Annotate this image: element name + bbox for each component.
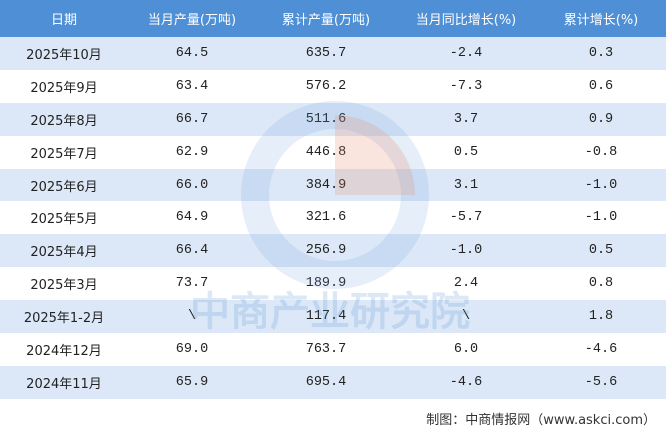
table-cell: 384.9 [256, 168, 396, 202]
table-row: 2025年8月 66.7 511.6 3.7 0.9 [0, 102, 666, 136]
footer: 制图：中商情报网（www.askci.com） [426, 413, 656, 428]
table-cell: 2025年1-2月 [0, 300, 128, 334]
table-cell: -4.6 [396, 365, 536, 399]
table-cell: 763.7 [305, 341, 347, 357]
table-cell: 0.8 [588, 276, 614, 292]
table-row: 2024年11月 65.9 695.4 -4.6 -5.6 [0, 365, 666, 399]
table-cell: 66.4 [128, 234, 256, 268]
data-table: 日期 当月产量(万吨) 累计产量(万吨) 当月同比增长(%) 累计增长(%) 2025年… [0, 0, 666, 399]
table-cell: 635.7 [256, 37, 396, 70]
table-cell: 256.9 [256, 234, 396, 268]
table-cell: 3.1 [396, 168, 536, 202]
table-cell: 64.5 [128, 37, 256, 70]
table-row: 2025年10月 64.5 635.7 -2.4 0.3 [0, 37, 666, 70]
table-cell: 73.7 [175, 276, 209, 292]
table-cell: 576.2 [305, 78, 347, 94]
table-cell: 2024年12月 [26, 343, 102, 359]
table-cell: 2025年3月 [30, 278, 98, 294]
table-row: 2024年12月 69.0 763.7 6.0 -4.6 [0, 333, 666, 366]
table-cell: 2025年5月 [30, 212, 98, 228]
table-cell: 63.4 [175, 78, 209, 94]
table-cell: \ [128, 300, 256, 334]
table-row: 2025年5月 64.9 321.6 -5.7 -1.0 [0, 201, 666, 234]
table-cell: 66.7 [128, 102, 256, 136]
table-row: 2025年1-2月 \ 117.4 \ 1.8 [0, 300, 666, 334]
header-cell: 累计增长(%) [536, 0, 666, 37]
table-cell: -1.0 [536, 168, 666, 202]
table-cell: -7.3 [449, 78, 483, 94]
table-cell: 321.6 [305, 210, 347, 226]
table-cell: 0.9 [536, 102, 666, 136]
table-cell: 0.6 [588, 78, 614, 94]
table-cell: 65.9 [128, 365, 256, 399]
table-cell: 64.9 [175, 210, 209, 226]
table-cell: 62.9 [175, 144, 209, 160]
header-row: 日期 当月产量(万吨) 累计产量(万吨) 当月同比增长(%) 累计增长(%) [0, 0, 666, 37]
table-cell: -0.8 [584, 144, 618, 160]
header-cell: 日期 [0, 0, 128, 37]
table-cell: -5.7 [449, 210, 483, 226]
table-cell: 2025年4月 [0, 234, 128, 268]
header-cell: 当月同比增长(%) [396, 0, 536, 37]
table-cell: 2025年10月 [0, 37, 128, 70]
table-body: 2025年10月 64.5 635.7 -2.4 0.3 2025年9月 63.4 576.2… [0, 37, 666, 399]
table-cell: 0.3 [536, 37, 666, 70]
table-cell: 446.8 [305, 144, 347, 160]
table-cell: 1.8 [536, 300, 666, 334]
table-cell: -4.6 [584, 341, 618, 357]
table-cell: 2.4 [453, 276, 479, 292]
header-cell: 累计产量(万吨) [256, 0, 396, 37]
table-cell: 0.5 [453, 144, 479, 160]
table-cell: 66.0 [128, 168, 256, 202]
table-cell: 2025年7月 [30, 146, 98, 162]
table-cell: -2.4 [396, 37, 536, 70]
table-cell: 695.4 [256, 365, 396, 399]
table-row: 2025年3月 73.7 189.9 2.4 0.8 [0, 267, 666, 300]
table-cell: 0.5 [536, 234, 666, 268]
header-cell: 当月产量(万吨) [128, 0, 256, 37]
table-row: 2025年7月 62.9 446.8 0.5 -0.8 [0, 136, 666, 169]
table-cell: \ [396, 300, 536, 334]
table-row: 2025年6月 66.0 384.9 3.1 -1.0 [0, 168, 666, 202]
table-cell: 117.4 [256, 300, 396, 334]
table-cell: 189.9 [305, 276, 347, 292]
table-cell: 2025年9月 [30, 80, 98, 96]
table-cell: 511.6 [256, 102, 396, 136]
table-cell: 3.7 [396, 102, 536, 136]
table-cell: 69.0 [175, 341, 209, 357]
table-cell: -1.0 [584, 210, 618, 226]
table-cell: 2024年11月 [0, 365, 128, 399]
table-row: 2025年9月 63.4 576.2 -7.3 0.6 [0, 70, 666, 103]
table-cell: 2025年8月 [0, 102, 128, 136]
table-cell: -5.6 [536, 365, 666, 399]
table-cell: 6.0 [453, 341, 479, 357]
table-cell: 2025年6月 [0, 168, 128, 202]
table-row: 2025年4月 66.4 256.9 -1.0 0.5 [0, 234, 666, 268]
table-cell: -1.0 [396, 234, 536, 268]
